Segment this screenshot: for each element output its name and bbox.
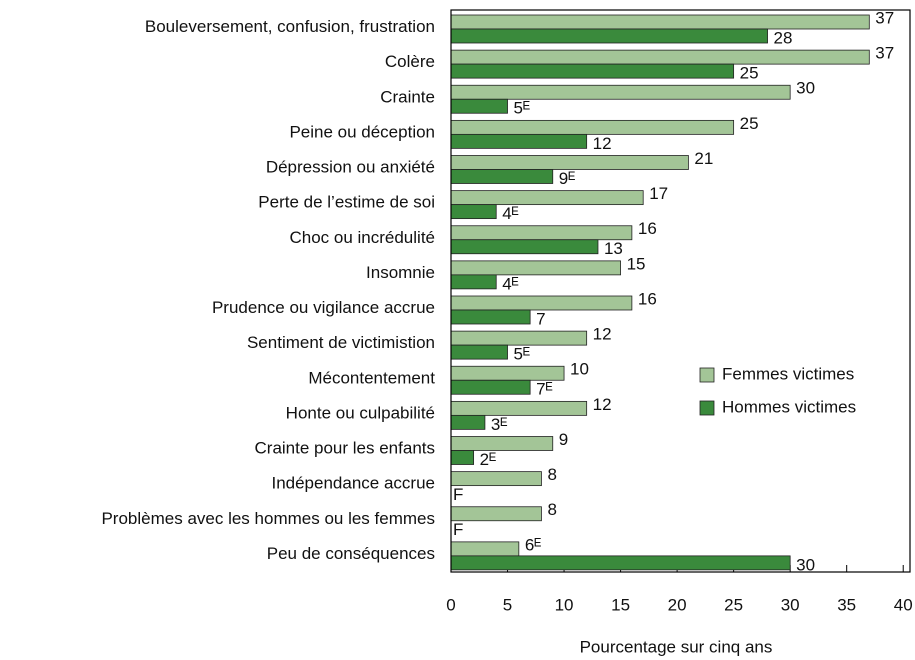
bar	[450, 119, 735, 135]
bar	[450, 274, 497, 290]
y-tick-label: Sentiment de victimistion	[247, 333, 435, 352]
value-label: 10	[570, 360, 589, 379]
bar	[450, 309, 531, 325]
bar	[450, 84, 791, 100]
value-label: 8	[547, 500, 556, 519]
legend-label: Femmes victimes	[722, 364, 854, 383]
bar	[450, 365, 565, 381]
legend-label: Hommes victimes	[722, 397, 856, 416]
y-tick-label: Crainte pour les enfants	[255, 439, 436, 458]
bar	[450, 49, 870, 65]
y-tick-label: Indépendance accrue	[271, 474, 435, 493]
value-label: 30	[796, 79, 815, 98]
value-label: F	[453, 520, 463, 539]
bar	[450, 169, 554, 184]
y-tick-label: Peu de conséquences	[267, 544, 435, 563]
x-tick-label: 35	[837, 595, 856, 614]
value-label: 5ᴱ	[514, 345, 530, 364]
x-tick-label: 40	[894, 595, 913, 614]
bar	[450, 344, 508, 360]
bar	[450, 28, 768, 44]
y-tick-label: Perte de l’estime de soi	[258, 193, 435, 212]
y-tick-label: Prudence ou vigilance accrue	[212, 298, 435, 317]
value-label: 2ᴱ	[480, 450, 496, 469]
bar	[450, 555, 791, 571]
value-label: 7ᴱ	[536, 380, 552, 399]
x-tick-label: 20	[668, 595, 687, 614]
y-tick-label: Insomnie	[366, 263, 435, 282]
bar	[450, 98, 508, 114]
value-label: 15	[627, 254, 646, 273]
x-tick-label: 5	[503, 595, 512, 614]
y-tick-label: Choc ou incrédulité	[289, 228, 435, 247]
bar	[450, 14, 870, 30]
value-label: 9ᴱ	[559, 169, 575, 188]
bar	[450, 541, 520, 557]
value-label: 13	[604, 239, 623, 258]
bar	[450, 506, 542, 522]
value-label: 12	[593, 325, 612, 344]
x-tick-label: 15	[611, 595, 630, 614]
y-tick-label: Mécontentement	[308, 368, 435, 387]
bar	[450, 450, 475, 465]
value-label: 17	[649, 184, 668, 203]
plot-frame	[450, 9, 911, 573]
value-label: 8	[547, 465, 556, 484]
value-label: 4ᴱ	[502, 204, 518, 223]
value-label: 6ᴱ	[525, 535, 541, 554]
bar	[450, 133, 588, 149]
value-label: 12	[593, 134, 612, 153]
value-label: 3ᴱ	[491, 415, 507, 434]
x-axis-label: Pourcentage sur cinq ans	[580, 637, 773, 656]
value-label: 16	[638, 289, 657, 308]
y-tick-label: Honte ou culpabilité	[286, 403, 435, 422]
value-label: 16	[638, 219, 657, 238]
bar	[450, 330, 588, 346]
bar	[450, 260, 621, 276]
bar	[450, 400, 588, 416]
bar	[450, 204, 497, 220]
value-label: 9	[559, 430, 568, 449]
legend-swatch	[699, 400, 715, 416]
y-tick-label: Colère	[385, 52, 435, 71]
x-tick-label: 0	[446, 595, 455, 614]
legend-swatch	[699, 367, 715, 383]
value-label: 21	[694, 149, 713, 168]
bar	[450, 379, 531, 395]
x-tick-label: 30	[781, 595, 800, 614]
bar	[450, 225, 633, 241]
value-label: 25	[740, 114, 759, 133]
value-label: 28	[774, 28, 793, 47]
bar	[450, 295, 633, 311]
y-tick-label: Peine ou déception	[289, 122, 435, 141]
bar	[450, 414, 486, 430]
y-tick-label: Problèmes avec les hommes ou les femmes	[101, 509, 435, 528]
value-label: 5ᴱ	[514, 99, 530, 118]
bar	[450, 471, 542, 487]
bar	[450, 63, 735, 79]
bar	[450, 436, 554, 451]
value-label: 12	[593, 395, 612, 414]
value-label: 37	[875, 8, 894, 27]
value-label: 37	[875, 44, 894, 63]
value-label: 7	[536, 309, 545, 328]
value-label: 4ᴱ	[502, 274, 518, 293]
bar	[450, 190, 644, 206]
y-tick-label: Dépression ou anxiété	[266, 158, 435, 177]
y-tick-label: Bouleversement, confusion, frustration	[145, 17, 435, 36]
value-label: 25	[740, 64, 759, 83]
bar	[450, 239, 599, 255]
x-tick-label: 10	[555, 595, 574, 614]
x-tick-label: 25	[724, 595, 743, 614]
value-label: F	[453, 485, 463, 504]
bar	[450, 155, 689, 170]
value-label: 30	[796, 555, 815, 574]
y-tick-label: Crainte	[380, 87, 435, 106]
